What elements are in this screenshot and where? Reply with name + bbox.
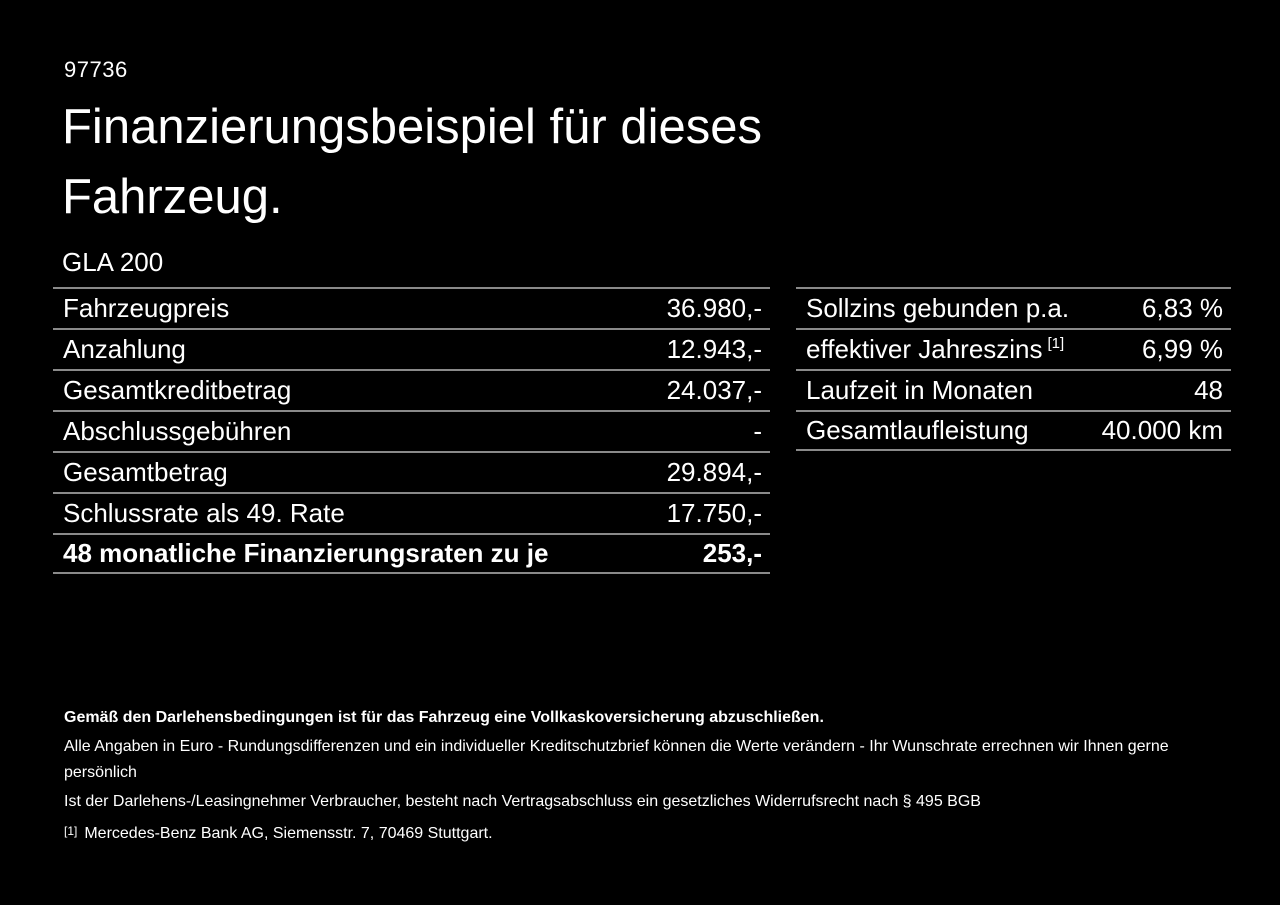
row-value: 24.037,- xyxy=(666,375,762,405)
row-label: Gesamtkreditbetrag xyxy=(63,375,292,405)
page-title-line2: Fahrzeug. xyxy=(62,170,283,224)
row-value: 36.980,- xyxy=(666,293,762,323)
row-label: Gesamtlaufleistung xyxy=(806,415,1029,445)
footnote-reference-marker: [1] xyxy=(1047,335,1065,352)
row-value: 17.750,- xyxy=(666,498,762,528)
row-label: Laufzeit in Monaten xyxy=(806,375,1033,405)
financing-details-table: Fahrzeugpreis 36.980,- Anzahlung 12.943,… xyxy=(53,287,770,574)
page-title-line1: Finanzierungsbeispiel für dieses xyxy=(62,100,762,154)
legal-footnotes: Gemäß den Darlehensbedingungen ist für d… xyxy=(64,705,1224,850)
row-value: 40.000 km xyxy=(1101,415,1223,445)
row-label: Gesamtbetrag xyxy=(63,457,228,487)
footnote-marker: [1] xyxy=(64,824,78,838)
disclaimer-note: Alle Angaben in Euro - Rundungsdifferenz… xyxy=(64,738,1169,781)
table-row-sollzins: Sollzins gebunden p.a. 6,83 % xyxy=(796,287,1231,328)
row-label: Fahrzeugpreis xyxy=(63,293,230,323)
row-label: effektiver Jahreszins [1] xyxy=(806,334,1065,364)
table-row-gesamtlaufleistung: Gesamtlaufleistung 40.000 km xyxy=(796,410,1231,451)
row-value: 6,99 % xyxy=(1142,334,1223,364)
row-value: - xyxy=(753,416,762,446)
row-value: 48 xyxy=(1194,375,1223,405)
row-label: Abschlussgebühren xyxy=(63,416,292,446)
offer-reference-number: 97736 xyxy=(64,57,128,82)
table-row-gesamtbetrag: Gesamtbetrag 29.894,- xyxy=(53,451,770,492)
row-label: Sollzins gebunden p.a. xyxy=(806,293,1070,323)
row-value: 6,83 % xyxy=(1142,293,1223,323)
interest-terms-table: Sollzins gebunden p.a. 6,83 % effektiver… xyxy=(796,287,1231,451)
row-value: 253,- xyxy=(702,538,762,568)
row-label: Anzahlung xyxy=(63,334,186,364)
withdrawal-right-note: Ist der Darlehens-/Leasingnehmer Verbrau… xyxy=(64,793,981,810)
page-title: Finanzierungsbeispiel für dieses Fahrzeu… xyxy=(62,92,762,232)
table-row-fahrzeugpreis: Fahrzeugpreis 36.980,- xyxy=(53,287,770,328)
table-row-schlussrate: Schlussrate als 49. Rate 17.750,- xyxy=(53,492,770,533)
table-row-abschlussgebuehren: Abschlussgebühren - xyxy=(53,410,770,451)
row-value: 12.943,- xyxy=(666,334,762,364)
vehicle-model-name: GLA 200 xyxy=(62,247,164,277)
row-label: Schlussrate als 49. Rate xyxy=(63,498,345,528)
table-row-laufzeit: Laufzeit in Monaten 48 xyxy=(796,369,1231,410)
bank-footnote-text: Mercedes-Benz Bank AG, Siemensstr. 7, 70… xyxy=(84,825,493,842)
insurance-requirement-note: Gemäß den Darlehensbedingungen ist für d… xyxy=(64,709,824,726)
table-row-gesamtkreditbetrag: Gesamtkreditbetrag 24.037,- xyxy=(53,369,770,410)
row-value: 29.894,- xyxy=(666,457,762,487)
bank-footnote: [1] Mercedes-Benz Bank AG, Siemensstr. 7,… xyxy=(64,818,1224,847)
table-row-anzahlung: Anzahlung 12.943,- xyxy=(53,328,770,369)
table-row-effektiver-jahreszins: effektiver Jahreszins [1] 6,99 % xyxy=(796,328,1231,369)
row-label: 48 monatliche Finanzierungsraten zu je xyxy=(63,538,549,568)
table-row-monatliche-rate: 48 monatliche Finanzierungsraten zu je 2… xyxy=(53,533,770,574)
